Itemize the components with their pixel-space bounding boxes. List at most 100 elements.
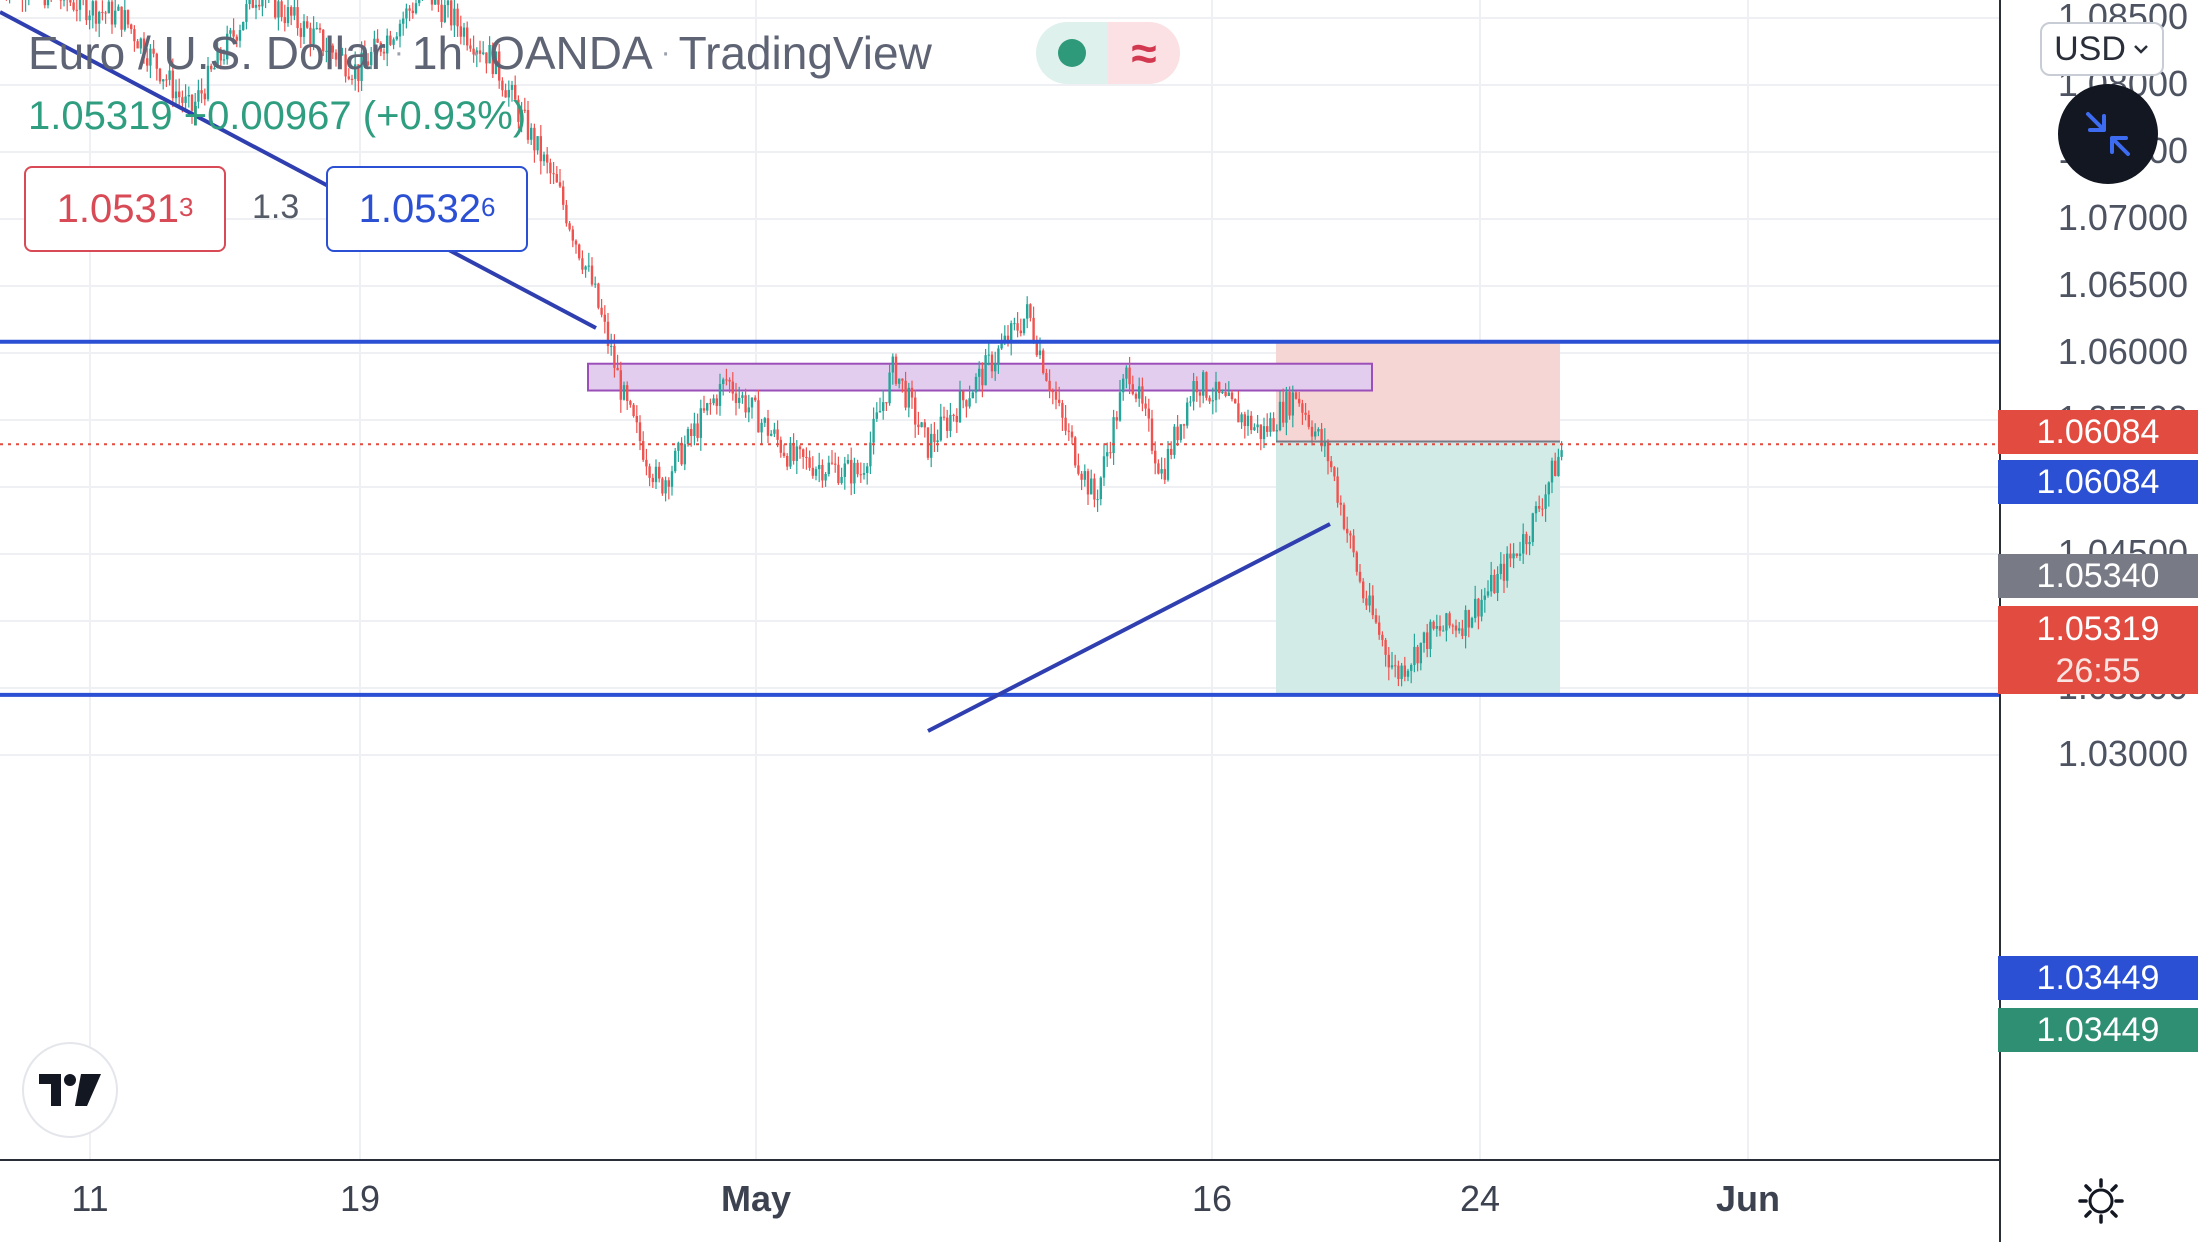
candle-body <box>1291 392 1294 416</box>
candle-body <box>738 397 741 404</box>
sell-price: 1.0531 <box>56 186 179 231</box>
candle-body <box>1144 403 1147 409</box>
candle-body <box>158 68 162 82</box>
candle-body <box>1365 598 1368 606</box>
candle-body <box>117 6 120 11</box>
candle-body <box>136 41 139 49</box>
symbol-name: Euro / U.S. Dollar <box>28 26 386 79</box>
settings-button[interactable] <box>2076 1176 2126 1231</box>
candle-body <box>507 89 510 98</box>
candle-body <box>594 283 597 285</box>
candle-body <box>1531 513 1534 542</box>
candle-body <box>126 10 130 25</box>
candle-body <box>872 418 875 443</box>
candle-body <box>213 67 216 70</box>
buy-button[interactable]: 1.0532 6 <box>326 166 528 252</box>
candle-body <box>1397 665 1400 679</box>
candle-body <box>1502 563 1506 581</box>
candle-body <box>238 30 242 41</box>
candle-body <box>789 442 792 467</box>
market-status-pill[interactable]: ≈ <box>1036 22 1180 84</box>
candle-body <box>1182 424 1186 426</box>
price-change-line: 1.05319 +0.00967 (+0.93%) <box>28 94 527 138</box>
candle-body <box>1010 323 1013 343</box>
candle-body <box>744 395 747 413</box>
symbol-legend[interactable]: Euro / U.S. Dollar · 1h · OANDA · TradingView <box>28 22 932 80</box>
candle-body <box>1528 541 1531 545</box>
candle-body <box>795 446 798 461</box>
market-open-dot-icon <box>1058 39 1086 67</box>
candle-body <box>1458 628 1461 631</box>
candle-body <box>334 52 338 60</box>
candle-body <box>165 79 168 81</box>
candle-body <box>840 476 843 484</box>
candle-body <box>1307 414 1310 427</box>
candle-body <box>1352 535 1355 553</box>
candle-body <box>546 154 549 163</box>
candle-body <box>770 433 773 436</box>
candle-body <box>1093 478 1096 500</box>
candle-body <box>869 442 872 467</box>
candle-body <box>891 356 894 373</box>
candle-body <box>965 400 968 407</box>
entry-price-tag: 1.05340 <box>1998 554 2198 598</box>
descending-trendline[interactable] <box>0 10 597 330</box>
candle-body <box>1224 391 1227 396</box>
candle-body <box>443 5 446 23</box>
candle-body <box>488 44 491 64</box>
candle-body <box>680 442 683 465</box>
ascending-trendline[interactable] <box>927 522 1331 733</box>
candle-body <box>62 0 66 1</box>
candle-body <box>248 0 251 5</box>
candle-body <box>78 0 82 10</box>
candle-body <box>699 408 702 438</box>
candle-body <box>1083 471 1086 480</box>
candle-body <box>1259 424 1262 440</box>
candle-body <box>1131 384 1134 394</box>
candle-body <box>1493 574 1496 593</box>
candle-body <box>142 38 146 59</box>
candle-body <box>1019 330 1022 334</box>
candle-body <box>581 258 584 270</box>
candle-body <box>955 415 958 423</box>
candle-body <box>878 410 882 413</box>
candle-body <box>1394 665 1397 667</box>
time-axis-label: 11 <box>71 1178 109 1219</box>
candle-body <box>1240 414 1243 423</box>
tradingview-logo-button[interactable] <box>22 1042 118 1138</box>
candle-body <box>1410 664 1413 671</box>
candle-body <box>565 204 568 224</box>
resistance-zone[interactable] <box>587 362 1373 392</box>
candle-body <box>472 48 475 55</box>
candle-body <box>1304 412 1307 415</box>
candle-body <box>696 423 699 438</box>
candle-body <box>558 182 562 187</box>
candle-body <box>923 422 926 428</box>
candle-body <box>1118 392 1122 421</box>
candle-body <box>843 463 846 477</box>
candle-body <box>1371 595 1374 616</box>
candle-body <box>1486 591 1490 596</box>
candle-body <box>990 354 994 372</box>
candle-body <box>1058 399 1061 403</box>
candle-body <box>773 429 776 434</box>
candle-body <box>1346 528 1349 534</box>
candle-body <box>1243 414 1246 427</box>
candle-body <box>450 0 453 26</box>
currency-selector[interactable]: USD <box>2040 22 2164 76</box>
candle-body <box>1269 418 1272 432</box>
collapse-button[interactable] <box>2058 84 2158 184</box>
stop-loss-zone[interactable] <box>1276 341 1560 442</box>
candle-body <box>642 441 645 460</box>
candle-body <box>859 474 862 476</box>
platform-label: TradingView <box>678 26 932 79</box>
sell-button[interactable]: 1.0531 3 <box>24 166 226 252</box>
candle-body <box>1000 343 1003 349</box>
candle-body <box>398 23 402 37</box>
candle-body <box>898 378 901 384</box>
candle-body <box>904 380 907 408</box>
candle-body <box>222 59 226 61</box>
candle-body <box>725 379 728 381</box>
grid-lines <box>0 0 2000 1160</box>
